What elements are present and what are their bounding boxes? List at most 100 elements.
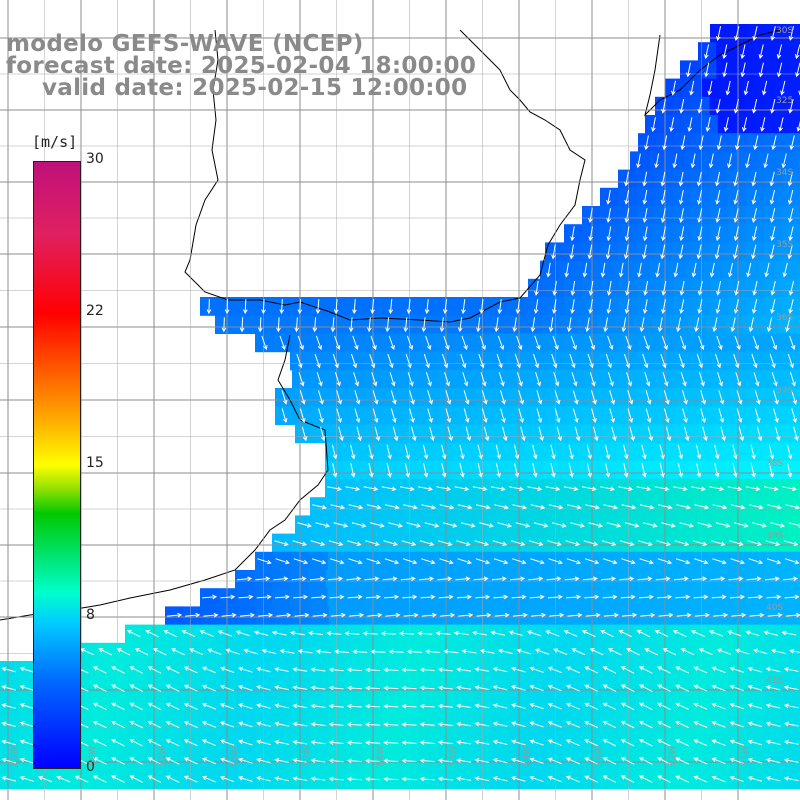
wind-arrow [224,299,230,315]
wind-arrow [498,648,513,655]
wind-arrow [19,666,35,673]
wind-arrow [409,408,415,424]
wind-arrow [438,594,454,600]
wind-arrow [510,540,526,547]
wind-arrow [456,667,472,672]
wind-arrow [787,171,794,187]
wind-arrow [601,540,617,547]
wind-arrow [238,775,253,782]
wind-arrow [515,299,521,315]
wind-arrow [753,135,759,151]
wind-arrow [225,648,240,655]
wind-arrow [406,335,414,351]
wind-arrow [639,558,654,565]
wind-arrow [385,612,401,618]
wind-arrow [456,703,472,709]
wind-arrow [657,702,671,711]
wind-arrow [203,612,219,618]
wind-arrow [695,444,702,460]
wind-arrow [257,317,263,333]
colorbar-tick-30: 30 [86,151,104,167]
wind-arrow [747,703,763,709]
wind-arrow [510,576,526,582]
wind-arrow [642,353,649,369]
wind-arrow [459,444,465,460]
wind-arrow [289,630,305,636]
wind-arrow [298,372,305,387]
wind-arrow [328,540,344,547]
wind-arrow [654,629,669,638]
wind-arrow [297,522,312,528]
wind-arrow [698,135,704,151]
wind-arrow [620,739,635,747]
wind-arrow [456,721,472,727]
wind-arrow [411,426,417,442]
wind-arrow [727,262,734,278]
wind-arrow [751,226,758,242]
lon-label: 58W [230,745,240,766]
wind-arrow [751,299,758,314]
lon-label: 60W [10,745,20,766]
wind-arrow [781,153,787,169]
wind-arrow [716,648,732,655]
wind-arrow [554,390,561,405]
wind-arrow [569,244,575,260]
wind-arrow [352,299,357,315]
wind-arrow [429,426,435,442]
wind-arrow [622,612,638,618]
coastline-path [644,29,781,117]
wind-arrow [390,408,397,424]
wind-arrow [476,612,492,618]
wind-arrow [627,390,634,405]
wind-arrow [662,372,669,387]
wind-arrow [435,630,451,636]
wind-arrow [733,189,739,205]
wind-arrow [312,317,318,333]
wind-arrow [292,776,308,782]
wind-cell [798,479,800,498]
wind-arrow [334,649,350,654]
wind-arrow [740,62,746,78]
wind-arrow [789,135,795,151]
wind-arrow [587,353,594,369]
wind-arrow [256,739,271,746]
wind-arrow [419,758,435,764]
wind-arrow [623,462,629,478]
wind-arrow [585,612,601,618]
wind-arrow [165,775,180,783]
wind-arrow [494,612,510,618]
wind-arrow [292,685,308,691]
wind-arrow [271,630,287,636]
wind-arrow [492,540,508,547]
wind-arrow [551,353,558,369]
wind-arrow [602,666,617,674]
wind-arrow [783,739,799,745]
map-title: modelo GEFS-WAVE (NCEP) [6,31,364,57]
wind-arrow [588,226,593,242]
wind-arrow [513,444,520,460]
lat-label: 325 [776,96,794,106]
wind-arrow [310,758,326,763]
wind-arrow [711,739,726,746]
wind-arrow [219,757,235,764]
wind-arrow [292,667,308,672]
wind-arrow [237,576,253,582]
wind-arrow [372,390,379,405]
wind-arrow [171,648,185,656]
wind-arrow [310,540,326,547]
wind-arrow [704,44,710,60]
wind-arrow [711,666,726,674]
wind-speed-cells [0,24,800,789]
wind-arrow [675,720,690,729]
wind-arrow [791,408,797,424]
wind-arrow [714,462,720,478]
wind-arrow [365,667,381,673]
wind-arrow [220,594,236,600]
wind-arrow [473,576,489,582]
wind-arrow [439,504,455,510]
wind-arrow [116,648,131,656]
wind-arrow [776,44,783,60]
wind-arrow [441,462,447,478]
wind-arrow [707,80,713,96]
wind-arrow [584,684,599,692]
